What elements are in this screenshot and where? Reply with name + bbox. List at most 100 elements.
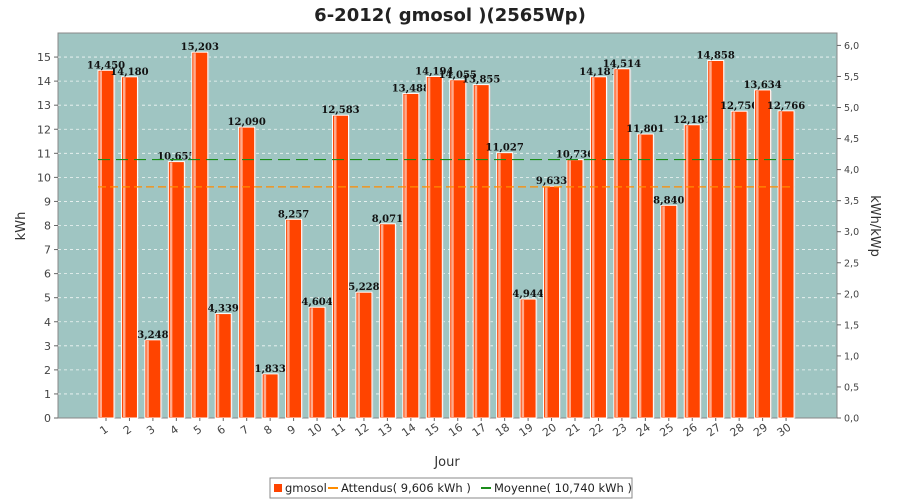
data-label: 4,339 [208, 304, 239, 315]
y-tick-label: 2 [44, 364, 51, 377]
x-tick-label: 15 [423, 421, 442, 440]
y-tick-label: 11 [37, 147, 51, 160]
x-tick-label: 30 [775, 421, 794, 440]
x-tick-label: 28 [728, 421, 747, 440]
x-tick-label: 19 [517, 421, 536, 440]
data-label: 9,633 [536, 176, 567, 187]
x-tick-label: 20 [540, 421, 559, 440]
bar-highlight [240, 128, 243, 417]
y-tick-label: 7 [44, 244, 51, 257]
bar-highlight [521, 300, 525, 417]
bar-highlight [263, 374, 267, 417]
y2-tick-label: 4,0 [844, 165, 859, 176]
data-label: 11,801 [626, 124, 664, 135]
bar-highlight [638, 135, 642, 417]
data-label: 10,655 [157, 152, 195, 163]
x-tick-label: 8 [262, 423, 275, 438]
chart-title: 6-2012( gmosol )(2565Wp) [314, 5, 586, 26]
y2-tick-label: 1,0 [844, 351, 859, 362]
x-tick-label: 16 [446, 421, 465, 440]
data-label: 5,228 [348, 282, 379, 293]
y2-tick-label: 3,0 [844, 227, 859, 238]
bar-highlight [380, 224, 384, 417]
bar-highlight [169, 162, 173, 417]
bar-highlight [732, 112, 736, 417]
data-label: 11,027 [486, 143, 524, 154]
y2-tick-label: 1,5 [844, 320, 859, 331]
data-label: 15,203 [181, 42, 219, 53]
y-tick-label: 1 [44, 388, 51, 401]
y-axis-label: kWh [14, 212, 29, 241]
bar-highlight [122, 77, 126, 417]
y-tick-label: 12 [37, 123, 51, 136]
x-tick-label: 22 [587, 421, 606, 440]
bar-highlight [287, 220, 290, 417]
legend: gmosol Attendus( 9,606 kWh ) Moyenne( 10… [269, 477, 633, 499]
y2-tick-label: 5,5 [844, 72, 859, 83]
data-label: 13,488 [392, 83, 430, 94]
x-tick-label: 18 [493, 421, 512, 440]
plot-area: 01234567891011121314150,00,51,01,52,02,5… [37, 32, 859, 440]
bar-highlight [568, 160, 571, 418]
data-label: 14,194 [415, 66, 453, 77]
y-tick-label: 10 [37, 171, 51, 184]
y-tick-label: 14 [37, 75, 51, 88]
bar-highlight [779, 111, 783, 418]
y2-tick-label: 2,0 [844, 289, 859, 300]
y2-tick-label: 0,5 [844, 382, 859, 393]
x-tick-label: 9 [285, 423, 298, 438]
data-label: 13,634 [743, 80, 781, 91]
legend-box [269, 477, 633, 499]
bar-highlight [709, 61, 712, 418]
legend-label-gmosol: gmosol [285, 481, 327, 495]
x-tick-label: 11 [329, 421, 348, 440]
x-tick-label: 23 [610, 421, 629, 440]
bar-highlight [451, 80, 454, 417]
data-label: 14,450 [87, 60, 125, 71]
x-tick-label: 27 [704, 421, 723, 440]
bar-highlight [756, 90, 759, 417]
bar-highlight [615, 69, 618, 418]
x-tick-label: 10 [306, 421, 325, 440]
y2-tick-label: 6,0 [844, 41, 859, 52]
x-tick-label: 7 [238, 423, 251, 438]
x-tick-label: 17 [470, 421, 489, 440]
data-label: 12,766 [767, 101, 805, 112]
data-label: 12,187 [673, 115, 711, 126]
x-tick-label: 24 [634, 421, 653, 440]
data-label: 12,090 [228, 117, 266, 128]
data-label: 1,833 [254, 364, 285, 375]
data-label: 3,248 [137, 330, 168, 341]
legend-label-moyenne: Moyenne( 10,740 kWh ) [494, 481, 632, 495]
data-label: 14,180 [110, 67, 148, 78]
x-tick-label: 25 [657, 421, 676, 440]
bar-highlight [310, 308, 314, 417]
y2-axis-label: kWh/kWp [867, 195, 882, 257]
y-tick-label: 4 [44, 316, 51, 329]
bar-highlight [216, 314, 220, 417]
y-tick-label: 8 [44, 220, 51, 233]
data-label: 8,840 [653, 195, 684, 206]
x-tick-label: 13 [376, 421, 395, 440]
bar-highlight [99, 71, 102, 417]
data-label: 14,514 [603, 59, 641, 70]
data-label: 14,055 [439, 70, 477, 81]
bar-highlight [427, 77, 431, 417]
y-tick-label: 15 [37, 51, 51, 64]
data-label: 12,750 [720, 101, 758, 112]
x-axis-label: Jour [433, 455, 460, 470]
x-tick-label: 5 [191, 423, 204, 438]
y2-tick-label: 2,5 [844, 258, 859, 269]
x-tick-label: 4 [168, 423, 181, 438]
bar-highlight [662, 206, 665, 417]
bar-highlight [357, 293, 360, 417]
y2-tick-label: 5,0 [844, 103, 859, 114]
y2-tick-label: 4,5 [844, 134, 859, 145]
x-tick-label: 26 [681, 421, 700, 440]
y-tick-label: 6 [44, 268, 51, 281]
x-tick-label: 2 [121, 423, 134, 438]
bar-highlight [404, 94, 407, 417]
data-label: 8,257 [278, 209, 309, 220]
bar-highlight [591, 77, 595, 417]
